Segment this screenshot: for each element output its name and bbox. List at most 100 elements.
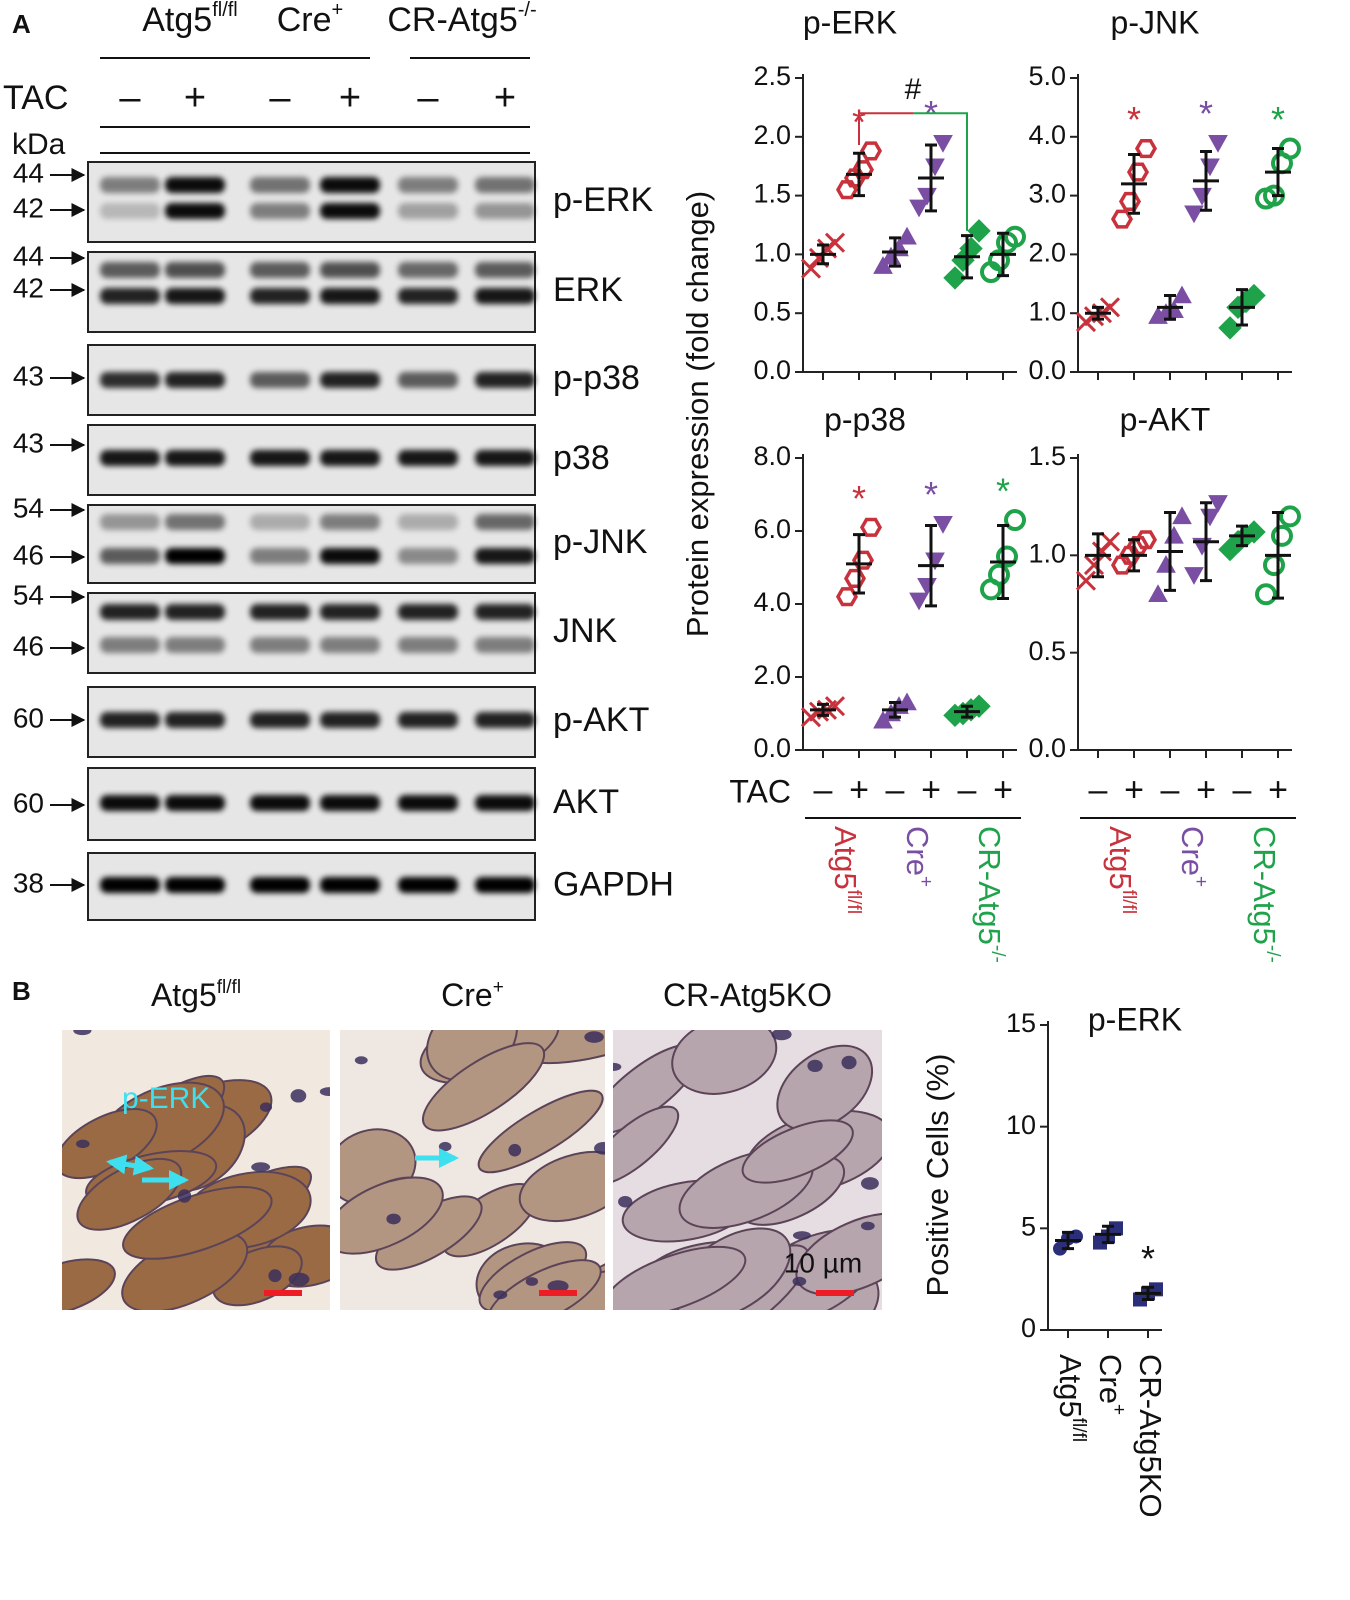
data-point: [1110, 209, 1134, 229]
data-point: [897, 226, 917, 245]
blot-band: [398, 795, 458, 811]
nucleus: [73, 1030, 92, 1036]
blot-membrane: [87, 424, 536, 496]
data-point: [1263, 554, 1285, 577]
cell: [613, 1105, 680, 1186]
data-point: [1208, 495, 1228, 513]
nucleus: [841, 1055, 857, 1070]
blot-band: [250, 712, 310, 728]
blot-band: [100, 548, 160, 564]
bracket: [858, 112, 913, 146]
blot-membrane: [87, 504, 536, 584]
blot-band: [250, 604, 310, 620]
x-tick-label: +: [1268, 771, 1288, 809]
blot-band: [398, 604, 458, 620]
blot-band: [250, 177, 310, 193]
blot-band: [475, 450, 535, 466]
label-superscript: fl/fl: [217, 977, 241, 998]
size-marker: 43: [13, 427, 44, 458]
data-point: [1271, 524, 1293, 547]
blot-band: [250, 288, 310, 304]
treatment-sign: +: [339, 77, 361, 119]
chart-title: p-JNK: [1111, 4, 1200, 40]
blot-band: [398, 177, 458, 193]
significance-label: *: [852, 478, 866, 519]
group-label: Atg5fl/fl: [142, 0, 238, 39]
chart-title: p-p38: [824, 401, 906, 437]
protein-label: JNK: [553, 612, 618, 650]
protein-label: ERK: [553, 271, 623, 309]
blot-band: [320, 712, 380, 728]
blot-band: [100, 604, 160, 620]
label-base: CR-Atg5: [387, 1, 517, 39]
blot-band: [320, 262, 380, 278]
label-base: Cre: [277, 1, 332, 39]
y-tick-label: 4.0: [1028, 120, 1066, 150]
y-tick-label: 0: [1021, 1313, 1036, 1343]
label-base: CR-Atg5: [972, 826, 1007, 945]
blot-band: [165, 604, 225, 620]
blot-band: [475, 514, 535, 530]
data-point: [967, 219, 991, 243]
nucleus: [594, 1142, 605, 1155]
group-label: CR-Atg5-/-: [387, 0, 536, 39]
blot-membrane: [87, 161, 536, 243]
blot-band: [398, 548, 458, 564]
x-tick-label: +: [993, 771, 1013, 809]
data-point: [1126, 162, 1150, 182]
nucleus: [251, 1162, 271, 1172]
data-point: [1004, 225, 1026, 248]
group-label: Atg5fl/fl: [1103, 826, 1140, 914]
nucleus: [177, 1189, 192, 1203]
data-point: [933, 134, 953, 153]
chart-title: p-ERK: [1088, 1001, 1182, 1037]
blot-band: [250, 372, 310, 388]
label-base: Atg5: [142, 1, 212, 39]
nucleus: [584, 1031, 604, 1043]
blot-band: [398, 877, 458, 893]
label-base: Atg5: [151, 977, 217, 1013]
group-label: CR-Atg5-/-: [1247, 826, 1284, 963]
micrograph: [613, 1030, 882, 1310]
micrograph-caption: Cre+: [441, 977, 504, 1014]
blot-band: [475, 372, 535, 388]
blot-band: [250, 548, 310, 564]
micrographs: [62, 1030, 882, 1310]
data-point: [996, 545, 1018, 568]
blot-band: [165, 795, 225, 811]
blot-membrane: [87, 852, 536, 921]
label-base: Cre: [441, 977, 493, 1013]
nucleus: [613, 1062, 622, 1071]
nucleus: [547, 1280, 569, 1293]
x-tick-label: –: [1161, 771, 1180, 809]
data-point: [1164, 525, 1184, 544]
blot-band: [398, 637, 458, 653]
significance-label: *: [1127, 99, 1141, 140]
treatment-sign: +: [184, 77, 206, 119]
group-label: CR-Atg5-/-: [972, 826, 1009, 963]
data-point: [933, 516, 953, 534]
nucleus: [438, 1141, 452, 1152]
blot-band: [398, 372, 458, 388]
blot-band: [320, 548, 380, 564]
data-point: [988, 249, 1010, 272]
pointer-arrow: [106, 1154, 154, 1176]
data-point: [1200, 508, 1220, 527]
y-tick-label: 1.5: [1028, 441, 1066, 471]
significance-label: #: [905, 73, 922, 106]
data-point: [1200, 158, 1220, 177]
blot-band: [100, 514, 160, 530]
treatment-sign: +: [494, 77, 516, 119]
blot-band: [320, 637, 380, 653]
data-point: [1184, 205, 1204, 224]
blot-band: [250, 877, 310, 893]
size-marker: 42: [13, 272, 44, 303]
data-point: [925, 158, 945, 177]
data-point: [1172, 506, 1192, 525]
y-tick-label: 0.5: [753, 296, 791, 326]
nucleus: [618, 1195, 633, 1208]
nucleus: [319, 1087, 330, 1097]
blot-band: [250, 262, 310, 278]
y-tick-label: 3.0: [1028, 179, 1066, 209]
blot-band: [320, 372, 380, 388]
